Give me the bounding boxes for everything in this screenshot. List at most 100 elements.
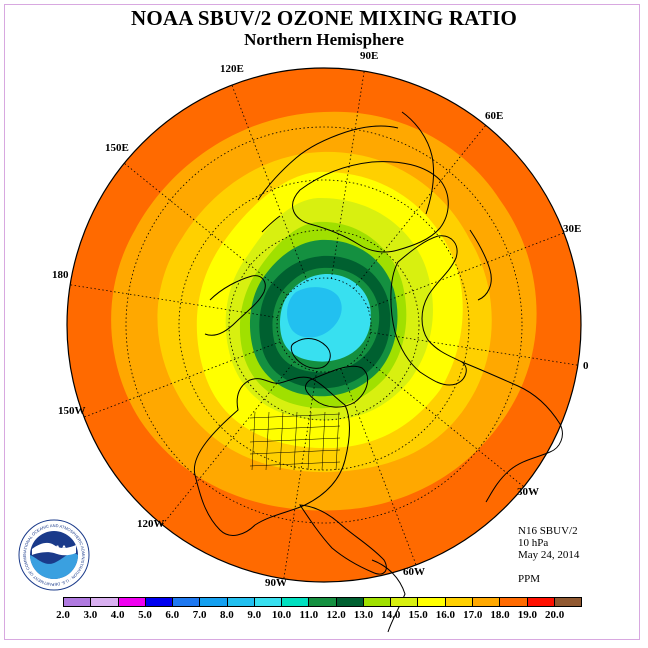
units-label: PPM bbox=[518, 573, 541, 585]
meridian-line bbox=[83, 341, 281, 418]
coast-japan bbox=[261, 215, 281, 233]
colorbar-segment bbox=[445, 598, 473, 606]
coast-north-america bbox=[193, 376, 350, 536]
meridian-line bbox=[330, 71, 365, 279]
lon-label-60w: 60W bbox=[403, 566, 425, 578]
colorbar-tick-label: 14.0 bbox=[381, 609, 401, 621]
lon-label-30e: 30E bbox=[563, 223, 582, 235]
meridian-line bbox=[161, 361, 295, 525]
state-border bbox=[249, 449, 341, 455]
meridian-line bbox=[283, 371, 318, 579]
coast-east-asia bbox=[257, 125, 399, 201]
lon-label-30w: 30W bbox=[517, 486, 539, 498]
state-border bbox=[321, 411, 326, 471]
colorbar-tick-label: 17.0 bbox=[463, 609, 483, 621]
colorbar-tick-label: 3.0 bbox=[83, 609, 98, 621]
latitude-circles bbox=[125, 126, 523, 524]
lon-label-120e: 120E bbox=[220, 63, 244, 75]
colorbar-tick-label: 4.0 bbox=[110, 609, 125, 621]
colorbar-segment bbox=[173, 598, 201, 606]
colorbar-segment bbox=[118, 598, 146, 606]
colorbar-segment bbox=[527, 598, 555, 606]
coast-greenland bbox=[304, 365, 369, 408]
state-border bbox=[307, 411, 312, 471]
meridian-line bbox=[367, 232, 565, 309]
coast-central-america bbox=[299, 504, 387, 575]
figure-title: NOAA SBUV/2 OZONE MIXING RATIO bbox=[131, 6, 517, 30]
colorbar-tick-label: 7.0 bbox=[192, 609, 207, 621]
coast-europe bbox=[390, 235, 467, 386]
colorbar-tick-label: 5.0 bbox=[138, 609, 152, 621]
lon-label-90e: 90E bbox=[360, 50, 379, 62]
meridian-line bbox=[360, 354, 524, 488]
colorbar-segment bbox=[554, 598, 582, 606]
instrument-label: N16 SBUV/2 bbox=[518, 525, 578, 537]
noaa-logo: NOAA NATIONAL OCEANIC AND ATMOSPHERIC AD… bbox=[18, 519, 90, 591]
lon-label-0: 0 bbox=[583, 360, 589, 372]
colorbar-tick-label: 12.0 bbox=[326, 609, 346, 621]
colorbar-segment bbox=[282, 598, 310, 606]
lon-label-120w: 120W bbox=[137, 518, 165, 530]
coast-asia bbox=[292, 161, 449, 253]
colorbar-segment bbox=[363, 598, 392, 606]
state-border bbox=[249, 413, 341, 419]
meridian-line bbox=[340, 368, 417, 566]
coastlines bbox=[193, 111, 563, 633]
colorbar-segment bbox=[472, 598, 501, 606]
colorbar bbox=[63, 597, 582, 607]
colorbar-tick-label: 10.0 bbox=[271, 609, 292, 621]
logo-text: NOAA bbox=[41, 544, 68, 554]
state-border bbox=[293, 411, 298, 471]
pressure-level-label: 10 hPa bbox=[518, 537, 549, 549]
meridian-line bbox=[370, 331, 578, 366]
us-state-grid bbox=[249, 411, 341, 471]
longitude-lines bbox=[70, 71, 578, 579]
lon-label-60e: 60E bbox=[485, 110, 504, 122]
coast-alaska bbox=[204, 275, 266, 336]
colorbar-segment bbox=[64, 598, 92, 606]
colorbar-segment bbox=[145, 598, 174, 606]
state-border bbox=[249, 461, 341, 467]
colorbar-tick-label: 13.0 bbox=[353, 609, 374, 621]
band-8-9-patch bbox=[287, 287, 342, 338]
colorbar-segment bbox=[336, 598, 364, 606]
colorbar-tick-label: 16.0 bbox=[435, 609, 456, 621]
colorbar-tick-label: 15.0 bbox=[408, 609, 428, 621]
lon-label-150e: 150E bbox=[105, 142, 129, 154]
date-label: May 24, 2014 bbox=[518, 549, 580, 561]
map-disk-outline bbox=[66, 67, 582, 583]
colorbar-segment bbox=[254, 598, 283, 606]
ozone-field bbox=[67, 68, 581, 582]
colorbar-tick-label: 2.0 bbox=[56, 609, 70, 621]
meridian-line bbox=[124, 162, 288, 296]
colorbar-tick-label: 9.0 bbox=[247, 609, 262, 621]
colorbar-tick-label: 6.0 bbox=[165, 609, 180, 621]
coast-india bbox=[469, 229, 492, 301]
colorbar-segment bbox=[91, 598, 119, 606]
colorbar-segment bbox=[309, 598, 337, 606]
state-border bbox=[251, 411, 256, 471]
coast-siberia bbox=[401, 111, 435, 215]
coast-africa bbox=[461, 361, 563, 503]
colorbar-segment bbox=[200, 598, 228, 606]
coast-south-america bbox=[371, 559, 406, 633]
colorbar-tick-label: 19.0 bbox=[517, 609, 537, 621]
colorbar-tick-label: 8.0 bbox=[220, 609, 234, 621]
lon-label-150w: 150W bbox=[58, 405, 86, 417]
colorbar-segment bbox=[500, 598, 528, 606]
coast-arctic-islands bbox=[290, 338, 331, 369]
state-border bbox=[249, 425, 341, 431]
colorbar-segment bbox=[391, 598, 419, 606]
colorbar-tick-label: 18.0 bbox=[490, 609, 510, 621]
colorbar-tick-label: 20.0 bbox=[545, 609, 565, 621]
state-border bbox=[335, 411, 340, 471]
lon-label-90w: 90W bbox=[265, 577, 287, 589]
meridian-line bbox=[231, 84, 308, 282]
colorbar-tick-label: 11.0 bbox=[299, 609, 319, 621]
colorbar-segment bbox=[418, 598, 446, 606]
state-border bbox=[279, 411, 284, 471]
lon-label-180: 180 bbox=[52, 269, 69, 281]
colorbar-segment bbox=[227, 598, 255, 606]
